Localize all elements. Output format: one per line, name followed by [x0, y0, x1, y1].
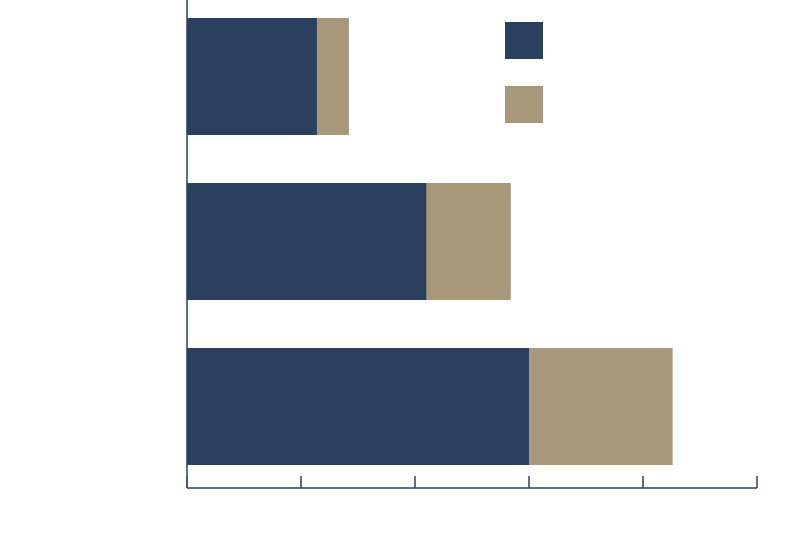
bar-segment-2-series-2: [426, 183, 511, 300]
bar-segment-2-series-1: [187, 183, 427, 300]
bar-segment-3-series-2: [529, 348, 673, 465]
bar-segment-1-series-1: [187, 18, 317, 135]
bars-group: [187, 18, 673, 465]
legend-swatch-series-2: [505, 86, 543, 123]
bar-segment-3-series-1: [187, 348, 529, 465]
bar-segment-1-series-2: [316, 18, 349, 135]
legend: [505, 22, 543, 123]
axes-group: [186, 0, 758, 489]
legend-swatch-series-1: [505, 22, 543, 59]
